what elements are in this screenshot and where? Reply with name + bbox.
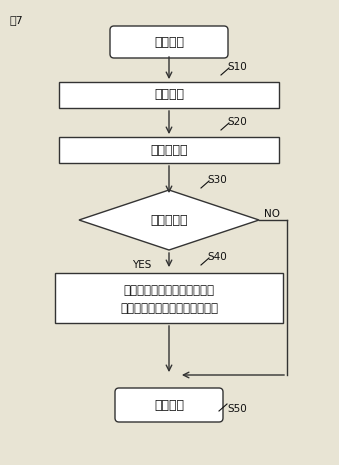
Text: S30: S30 xyxy=(207,175,227,185)
Bar xyxy=(55,273,283,323)
Text: 外輪異常？: 外輪異常？ xyxy=(150,213,188,226)
Text: 外輪の負荷域移動を指示する: 外輪の負荷域移動を指示する xyxy=(123,284,215,297)
Text: スタート: スタート xyxy=(154,35,184,48)
Text: 振動検出: 振動検出 xyxy=(154,88,184,101)
Text: 図7: 図7 xyxy=(10,15,24,25)
FancyBboxPatch shape xyxy=(115,388,223,422)
FancyBboxPatch shape xyxy=(110,26,228,58)
Polygon shape xyxy=(79,190,259,250)
Text: リターン: リターン xyxy=(154,399,184,412)
Text: ための信号を監視サーバへ出力: ための信号を監視サーバへ出力 xyxy=(120,301,218,314)
Text: S20: S20 xyxy=(227,117,247,127)
Text: NO: NO xyxy=(264,209,280,219)
Text: S40: S40 xyxy=(207,252,227,262)
Bar xyxy=(59,137,279,163)
Text: S10: S10 xyxy=(227,62,247,72)
Text: S50: S50 xyxy=(227,404,247,414)
Text: 周波数分析: 周波数分析 xyxy=(150,144,188,157)
Text: YES: YES xyxy=(132,260,151,270)
Bar xyxy=(59,82,279,108)
